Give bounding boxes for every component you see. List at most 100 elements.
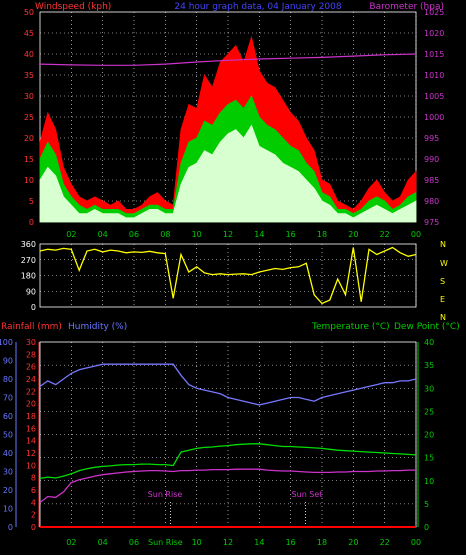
- y-tick-label: 45: [24, 29, 34, 38]
- compass-w: W: [440, 259, 448, 268]
- x-tick-label: 16: [286, 230, 296, 239]
- humidity-tick-label: 40: [3, 449, 13, 458]
- humidity-series: [39, 363, 417, 406]
- humidity-tick-label: 20: [3, 486, 13, 495]
- y2-tick-label: 1025: [424, 8, 444, 17]
- rainfall-tick-label: 10: [26, 461, 36, 470]
- x-tick-label: 14: [254, 230, 264, 239]
- temperature-tick-label: 5: [424, 500, 429, 509]
- rainfall-tick-label: 2: [31, 511, 36, 520]
- wind-barometer-panel: 0510152025303540455097598098599099510001…: [24, 8, 445, 239]
- compass-s: S: [440, 277, 445, 286]
- y-tick-label: 20: [24, 134, 34, 143]
- x-tick-label: 16: [286, 538, 296, 547]
- temperature-tick-label: 0: [424, 523, 429, 532]
- x-tick-label: 14: [254, 538, 264, 547]
- y-tick-label: 25: [24, 113, 34, 122]
- y-tick-label: 35: [24, 71, 34, 80]
- rainfall-tick-label: 22: [26, 387, 36, 396]
- rainfall-tick-label: 30: [26, 338, 36, 347]
- y-tick-label: 15: [24, 155, 34, 164]
- compass-n-bottom: N: [440, 313, 446, 322]
- humidity-tick-label: 50: [3, 431, 13, 440]
- x-tick-label: 06: [129, 230, 139, 239]
- rainfall-tick-label: 16: [26, 424, 36, 433]
- rainfall-tick-label: 18: [26, 412, 36, 421]
- y-tick-label: 180: [21, 272, 36, 281]
- temperature-tick-label: 15: [424, 454, 434, 463]
- temperature-tick-label: 35: [424, 361, 434, 370]
- y-tick-label: 10: [24, 176, 34, 185]
- x-tick-label: Sun Rise: [148, 538, 183, 547]
- y2-tick-label: 1015: [424, 50, 444, 59]
- y2-tick-label: 1010: [424, 71, 444, 80]
- sunset-label: Sun Set: [292, 490, 323, 499]
- temperature-tick-label: 40: [424, 338, 434, 347]
- x-tick-label: 20: [348, 230, 358, 239]
- x-tick-label: 00: [411, 538, 421, 547]
- y-tick-label: 270: [21, 256, 36, 265]
- temperature-tick-label: 10: [424, 477, 434, 486]
- avg-series: [39, 124, 417, 223]
- rainfall-tick-label: 4: [31, 498, 36, 507]
- humidity-tick-label: 30: [3, 468, 13, 477]
- y-tick-label: 5: [29, 197, 34, 206]
- humidity-tick-label: 10: [3, 505, 13, 514]
- y-tick-label: 0: [29, 218, 34, 227]
- chart-title: 24 hour graph data, 04 January 2008: [174, 2, 341, 12]
- rainfall-tick-label: 28: [26, 350, 36, 359]
- humidity-tick-label: 60: [3, 412, 13, 421]
- y2-tick-label: 1000: [424, 113, 444, 122]
- rainfall-tick-label: 20: [26, 400, 36, 409]
- x-tick-label: 02: [66, 230, 76, 239]
- y-tick-label: 50: [24, 8, 34, 17]
- wind-direction-panel: 0 90 180 270 360: [21, 240, 417, 312]
- x-tick-label: 20: [348, 538, 358, 547]
- y-tick-label: 90: [26, 287, 36, 296]
- rainfall-axis-title: Rainfall (mm): [1, 322, 62, 332]
- x-tick-label: 02: [66, 538, 76, 547]
- rainfall-tick-label: 8: [31, 474, 36, 483]
- x-tick-label: 18: [317, 538, 327, 547]
- wind-direction-series: [39, 246, 417, 305]
- y2-tick-label: 990: [424, 155, 439, 164]
- sunrise-label: Sun Rise: [148, 490, 183, 499]
- temperature-tick-label: 30: [424, 384, 434, 393]
- temperature-tick-label: 25: [424, 407, 434, 416]
- rainfall-tick-label: 0: [31, 523, 36, 532]
- humidity-tick-label: 100: [0, 338, 13, 347]
- y2-tick-label: 975: [424, 218, 439, 227]
- x-tick-label: 06: [129, 538, 139, 547]
- y2-tick-label: 980: [424, 197, 439, 206]
- y2-tick-label: 1005: [424, 92, 444, 101]
- x-tick-label: 22: [380, 230, 390, 239]
- x-tick-label: 12: [223, 230, 233, 239]
- compass-n-top: N: [440, 240, 446, 249]
- rainfall-tick-label: 6: [31, 486, 36, 495]
- humidity-tick-label: 90: [3, 357, 13, 366]
- x-tick-label: 04: [98, 230, 108, 239]
- x-tick-label: 10: [192, 538, 202, 547]
- y2-tick-label: 995: [424, 134, 439, 143]
- barometer-series: [39, 53, 417, 66]
- x-tick-label: 04: [98, 538, 108, 547]
- humidity-tick-label: 80: [3, 375, 13, 384]
- barometer-axis-title: Barometer (hpa): [369, 2, 444, 12]
- rainfall-tick-label: 26: [26, 363, 36, 372]
- windspeed-axis-title: Windspeed (kph): [35, 2, 111, 12]
- y2-tick-label: 1020: [424, 29, 444, 38]
- y-tick-label: 0: [31, 303, 36, 312]
- humidity-tick-label: 70: [3, 394, 13, 403]
- x-tick-label: 08: [160, 230, 170, 239]
- temperature-humidity-panel: 0102030405060708090100024681012141618202…: [0, 338, 434, 547]
- rainfall-tick-label: 12: [26, 449, 36, 458]
- rainfall-tick-label: 24: [26, 375, 36, 384]
- dewpoint-axis-title: Dew Point (°C): [394, 322, 460, 332]
- dew-series: [39, 468, 416, 504]
- y2-tick-label: 985: [424, 176, 439, 185]
- temp-series: [39, 443, 417, 480]
- y-tick-label: 360: [21, 240, 36, 249]
- x-tick-label: 12: [223, 538, 233, 547]
- x-tick-label: 10: [192, 230, 202, 239]
